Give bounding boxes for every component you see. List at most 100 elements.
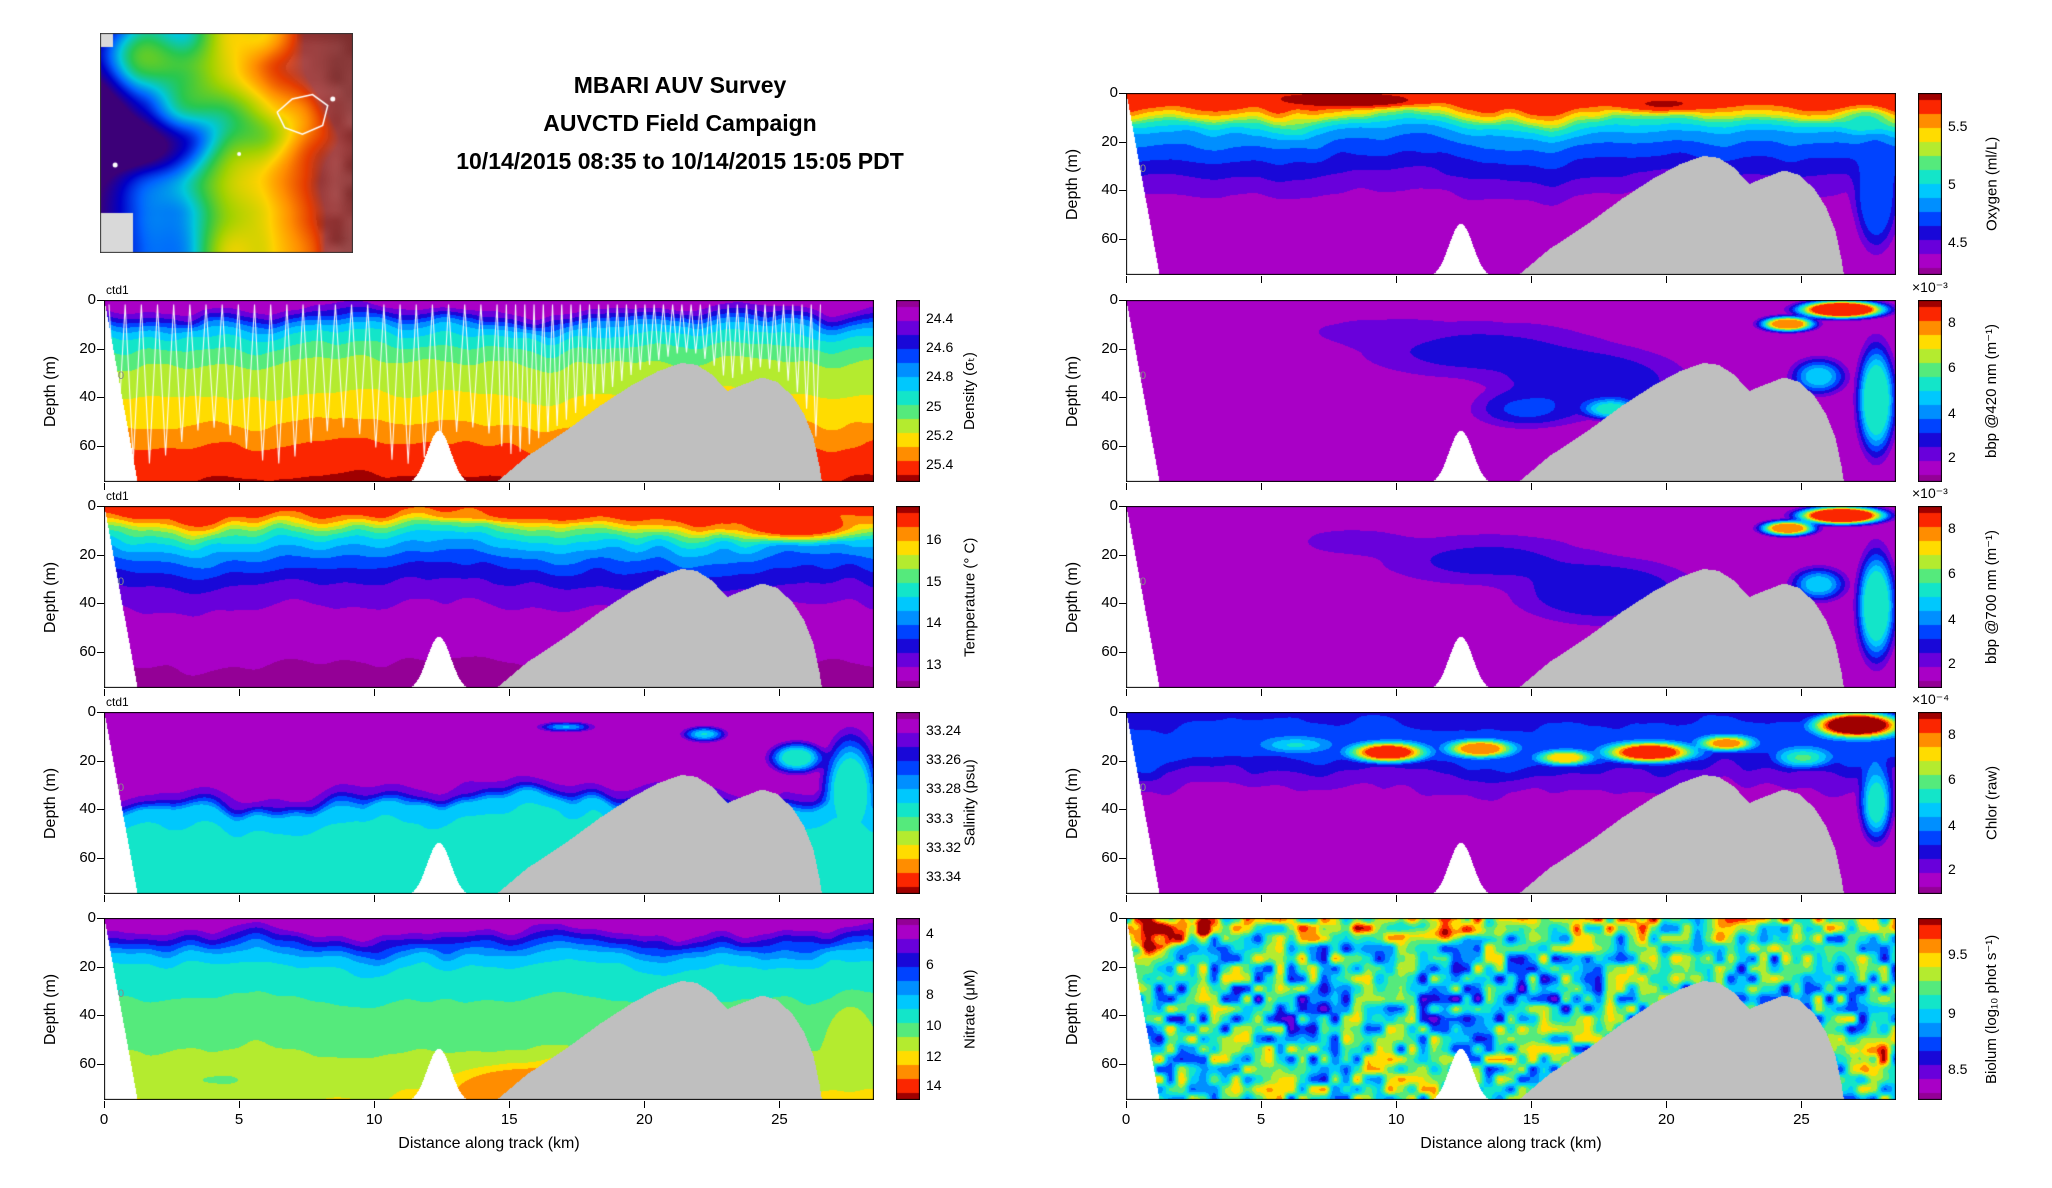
contour-zero-marker: 0	[118, 370, 125, 382]
colorbar-tick-label: 9.5	[1948, 946, 1968, 963]
temperature-section-plot	[104, 506, 874, 688]
y-tick-mark	[1119, 190, 1126, 192]
y-tick-label: 20	[1101, 957, 1118, 975]
colorbar-tick-label: 24.8	[926, 368, 954, 385]
y-tick-label: 20	[1101, 132, 1118, 150]
y-tick-label: 20	[79, 545, 96, 563]
x-tick-mark	[509, 1101, 511, 1108]
y-tick-mark	[97, 1015, 104, 1017]
y-tick-label: 0	[87, 703, 96, 720]
biolum-colorbar	[1918, 918, 1942, 1100]
y-tick-mark	[97, 445, 104, 447]
y-tick-mark	[1119, 918, 1126, 919]
contour-zero-marker: 0	[1140, 370, 1147, 382]
x-tick-mark	[779, 483, 781, 490]
y-tick-label: 40	[1101, 181, 1118, 199]
x-tick-mark	[1396, 483, 1398, 490]
y-tick-mark	[1119, 1015, 1126, 1017]
nitrate-colorbar	[896, 918, 920, 1100]
y-tick-mark	[97, 506, 104, 507]
y-tick-label: 20	[79, 957, 96, 975]
bbp700-section-plot	[1126, 506, 1896, 688]
x-tick-mark	[1666, 276, 1668, 283]
y-tick-mark	[1119, 1063, 1126, 1065]
sensor-label: ctd1	[106, 283, 129, 297]
x-tick-mark	[239, 1101, 241, 1108]
x-tick-mark	[1261, 276, 1263, 283]
y-tick-label: 40	[1101, 800, 1118, 818]
x-tick-mark	[509, 483, 511, 490]
colorbar-tick-label: 14	[926, 614, 942, 631]
x-axis-label: Distance along track (km)	[1420, 1135, 1602, 1152]
colorbar-tick-label: 24.4	[926, 310, 954, 327]
y-tick-label: 60	[79, 1054, 96, 1072]
x-tick-mark	[1126, 276, 1127, 283]
x-tick-mark	[779, 689, 781, 696]
y-tick-label: 0	[1109, 909, 1118, 926]
colorbar-tick-label: 2	[1948, 448, 1956, 465]
contour-zero-marker: 0	[1140, 782, 1147, 794]
colorbar-label: Oxygen (ml/L)	[1983, 136, 2001, 232]
y-tick-mark	[97, 760, 104, 762]
y-tick-label: 60	[1101, 848, 1118, 866]
x-tick-mark	[1396, 1101, 1398, 1108]
y-tick-label: 0	[87, 909, 96, 926]
sensor-label: ctd1	[106, 489, 129, 503]
colorbar-tick-label: 10	[926, 1017, 942, 1034]
colorbar-exponent: ×10⁻⁴	[1912, 691, 1950, 707]
colorbar-tick-label: 2	[1948, 654, 1956, 671]
x-tick-mark	[104, 483, 105, 490]
y-tick-mark	[97, 554, 104, 556]
y-tick-mark	[1119, 397, 1126, 399]
x-tick-mark	[1396, 689, 1398, 696]
x-tick-mark	[644, 1101, 646, 1108]
y-tick-label: 40	[1101, 1006, 1118, 1024]
y-tick-label: 0	[1109, 84, 1118, 101]
colorbar-label: Salinity (psu)	[961, 759, 979, 847]
x-tick-mark	[1126, 483, 1127, 490]
x-tick-mark	[1801, 689, 1803, 696]
y-tick-mark	[1119, 141, 1126, 143]
x-tick-label: 25	[771, 1111, 788, 1128]
nitrate-section-plot	[104, 918, 874, 1100]
colorbar-label: bbp @420 nm (m⁻¹)	[1983, 323, 2000, 459]
colorbar-tick-label: 8	[1948, 519, 1956, 536]
x-tick-mark	[509, 895, 511, 902]
x-tick-mark	[374, 689, 376, 696]
y-tick-mark	[97, 712, 104, 713]
sensor-label: ctd1	[106, 695, 129, 709]
x-tick-mark	[1531, 895, 1533, 902]
colorbar-tick-label: 6	[1948, 565, 1956, 582]
y-tick-mark	[1119, 554, 1126, 556]
contour-zero-marker: 0	[118, 782, 125, 794]
colorbar-tick-label: 14	[926, 1077, 942, 1094]
x-tick-mark	[374, 483, 376, 490]
y-tick-label: 40	[1101, 388, 1118, 406]
x-tick-mark	[644, 689, 646, 696]
y-tick-mark	[97, 966, 104, 968]
x-tick-label: 15	[500, 1111, 518, 1128]
y-tick-mark	[97, 397, 104, 399]
salinity-colorbar	[896, 712, 920, 894]
x-tick-mark	[644, 483, 646, 490]
x-tick-mark	[1531, 689, 1533, 696]
title-line-1: MBARI AUV Survey	[573, 72, 787, 98]
colorbar-tick-label: 33.28	[926, 780, 962, 797]
colorbar-exponent: ×10⁻³	[1912, 279, 1948, 295]
contour-zero-marker: 0	[1140, 163, 1147, 175]
colorbar-tick-label: 9	[1948, 1004, 1956, 1021]
y-tick-mark	[1119, 651, 1126, 653]
x-tick-label: 25	[1793, 1111, 1810, 1128]
x-tick-mark	[374, 895, 376, 902]
x-tick-mark	[1801, 1101, 1803, 1108]
y-tick-mark	[1119, 760, 1126, 762]
y-tick-mark	[97, 651, 104, 653]
salinity-section-plot	[104, 712, 874, 894]
contour-zero-marker: 0	[1140, 576, 1147, 588]
x-tick-mark	[1666, 1101, 1668, 1108]
colorbar-tick-label: 8	[1948, 725, 1956, 742]
x-tick-mark	[104, 689, 105, 696]
y-tick-label: 60	[1101, 642, 1118, 660]
x-tick-mark	[1531, 483, 1533, 490]
temperature-colorbar	[896, 506, 920, 688]
